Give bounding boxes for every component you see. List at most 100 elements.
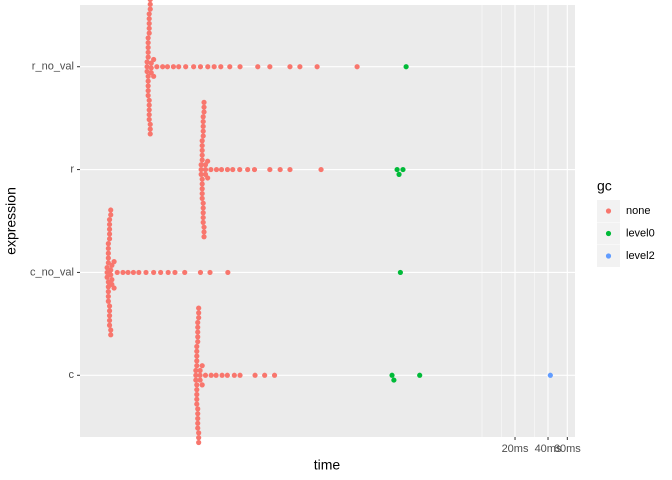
point <box>194 363 200 369</box>
point <box>245 166 251 173</box>
point <box>231 372 237 378</box>
point <box>194 396 200 402</box>
point <box>145 44 151 51</box>
point <box>195 334 201 340</box>
point <box>120 269 126 276</box>
point <box>147 131 153 137</box>
point <box>108 327 114 333</box>
point <box>105 293 111 300</box>
point <box>146 112 152 118</box>
point <box>151 73 157 79</box>
point <box>205 175 211 181</box>
legend: none level0 level2 <box>597 200 655 267</box>
point <box>207 269 213 276</box>
point <box>194 358 200 364</box>
point <box>195 420 201 426</box>
point <box>199 363 205 369</box>
point <box>145 88 151 94</box>
point <box>106 226 113 232</box>
point <box>208 372 214 378</box>
point <box>193 372 199 378</box>
y-axis-title: expression <box>3 187 19 255</box>
legend-label: none <box>626 205 650 217</box>
point <box>200 118 206 125</box>
point <box>314 64 320 70</box>
point <box>165 269 171 276</box>
point <box>108 332 114 338</box>
point <box>194 391 200 398</box>
y-tick-label: c_no_val <box>30 266 74 278</box>
point <box>147 126 153 132</box>
point <box>170 64 177 70</box>
point <box>195 339 201 345</box>
point <box>145 92 151 99</box>
point <box>200 214 206 221</box>
point <box>318 166 324 173</box>
point <box>196 430 202 436</box>
point <box>144 68 150 75</box>
point <box>219 372 225 378</box>
point <box>105 298 111 304</box>
point <box>105 241 111 247</box>
point <box>164 64 171 70</box>
point <box>195 406 201 412</box>
marks <box>104 0 553 446</box>
point <box>146 20 152 27</box>
point <box>183 64 189 70</box>
point <box>230 166 236 173</box>
point <box>198 166 204 173</box>
point <box>125 269 131 276</box>
point <box>146 107 152 113</box>
point <box>213 166 220 173</box>
legend-swatch <box>605 253 612 259</box>
x-tick-label: 60ms <box>554 443 581 455</box>
point <box>354 64 360 70</box>
point <box>146 102 152 108</box>
point <box>172 269 178 276</box>
point <box>105 250 111 256</box>
point <box>145 54 151 60</box>
point <box>199 176 205 182</box>
point <box>194 382 200 388</box>
legend-label: level2 <box>626 250 655 262</box>
point <box>130 269 136 276</box>
x-tick-label: 40ms <box>535 443 562 455</box>
point <box>201 99 207 105</box>
point <box>199 190 205 197</box>
point <box>197 64 204 70</box>
point <box>198 162 204 168</box>
point <box>396 171 402 177</box>
point <box>199 147 205 153</box>
point <box>400 166 406 173</box>
legend-swatch <box>605 230 612 237</box>
point <box>198 171 204 177</box>
point <box>202 372 209 378</box>
point <box>201 109 207 115</box>
point <box>106 221 113 228</box>
point <box>205 158 211 164</box>
point <box>196 439 202 446</box>
point <box>144 59 150 65</box>
point <box>148 65 154 71</box>
point <box>108 207 114 213</box>
point <box>158 269 164 276</box>
point <box>297 64 303 70</box>
point <box>111 259 117 265</box>
point <box>193 367 199 374</box>
point <box>389 372 395 378</box>
point <box>106 231 113 237</box>
point <box>145 73 151 79</box>
point <box>201 229 207 235</box>
x-tick-label: 20ms <box>502 443 529 455</box>
point <box>145 49 151 55</box>
point <box>147 6 153 12</box>
y-tick-label: r <box>70 163 74 175</box>
point <box>111 285 117 291</box>
point <box>194 387 200 393</box>
point <box>106 303 113 309</box>
point <box>218 64 224 70</box>
point <box>197 269 204 276</box>
point <box>195 319 201 326</box>
point <box>197 372 203 378</box>
